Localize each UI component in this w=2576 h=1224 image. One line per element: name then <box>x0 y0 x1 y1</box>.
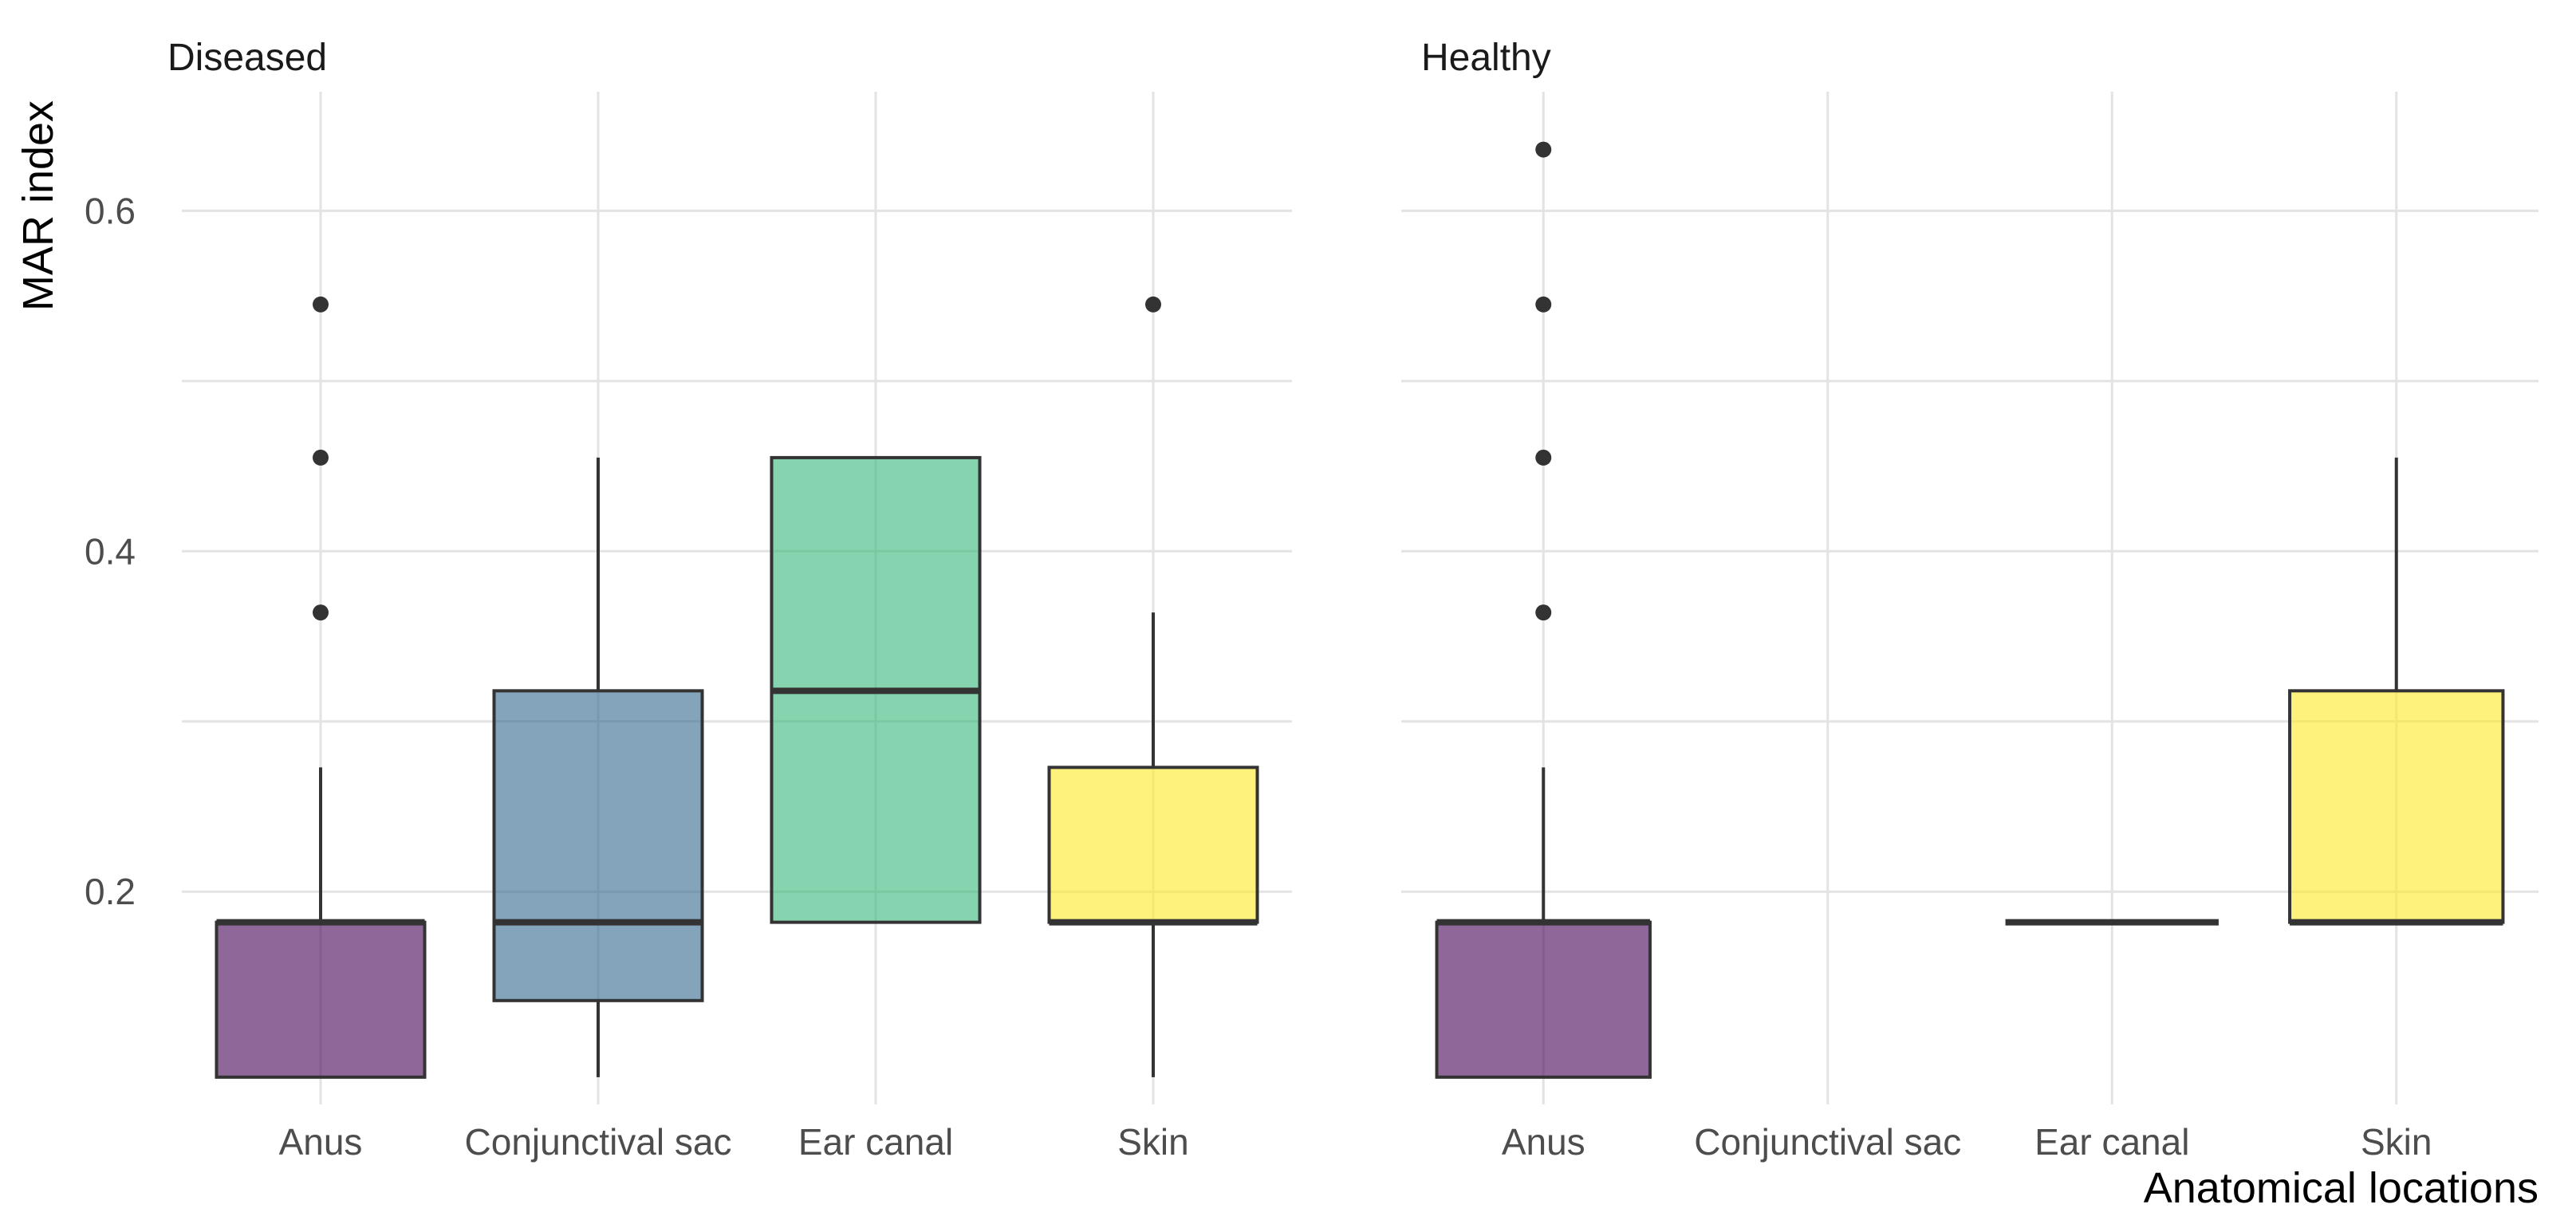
box-body <box>2288 689 2505 924</box>
x-tick-label-skin: Skin <box>1117 1121 1188 1163</box>
x-axis-title: Anatomical locations <box>2144 1164 2539 1212</box>
panel-healthy: Healthy Anus Conjunctival sac Ear canal Skin <box>1401 37 2539 1163</box>
box-body <box>215 920 427 1079</box>
box-anus <box>215 296 427 1079</box>
x-tick-label-conjunctival-sac: Conjunctival sac <box>465 1121 732 1163</box>
outlier-point <box>313 296 329 313</box>
box-body <box>1047 765 1259 924</box>
x-tick-label-skin: Skin <box>2361 1121 2432 1163</box>
panel-title-healthy: Healthy <box>1421 37 1551 79</box>
x-tick-label-ear-canal: Ear canal <box>798 1121 953 1163</box>
y-tick-label: 0.6 <box>85 190 136 231</box>
outlier-point <box>1535 449 1552 466</box>
y-tick-label: 0.2 <box>85 871 136 912</box>
outlier-point <box>313 449 329 466</box>
x-tick-label-conjunctival-sac: Conjunctival sac <box>1694 1121 1961 1163</box>
x-tick-label-anus: Anus <box>279 1121 363 1163</box>
outlier-point <box>313 604 329 621</box>
box-ear-canal <box>770 455 982 924</box>
y-axis-title: MAR index <box>14 100 62 311</box>
x-tick-label-anus: Anus <box>1502 1121 1585 1163</box>
box-body <box>492 689 704 1002</box>
box-anus <box>1435 141 1652 1079</box>
box-conjunctival-sac <box>492 457 704 1077</box>
outlier-point <box>1145 296 1161 313</box>
facet-panels: Diseased 0.2 0.4 0.6 Anus Conjunctival sac Ear… <box>85 37 2539 1163</box>
x-tick-label-ear-canal: Ear canal <box>2034 1121 2189 1163</box>
panel-diseased: Diseased 0.2 0.4 0.6 Anus Conjunctival sac Ear… <box>85 37 1292 1163</box>
box-skin <box>2288 457 2505 926</box>
y-tick-label: 0.4 <box>85 530 136 572</box>
outlier-point <box>1535 141 1552 158</box>
box-skin <box>1047 296 1259 1077</box>
box-body <box>1435 920 1652 1079</box>
panel-title-diseased: Diseased <box>167 37 327 79</box>
outlier-point <box>1535 296 1552 313</box>
outlier-point <box>1535 604 1552 621</box>
